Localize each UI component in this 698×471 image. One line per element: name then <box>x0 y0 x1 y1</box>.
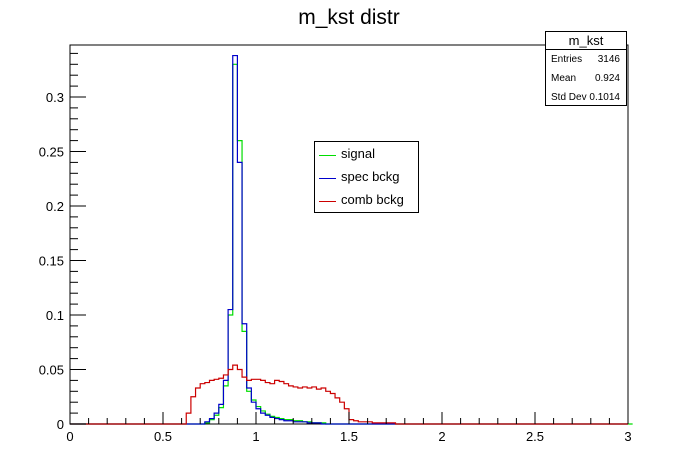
stats-row-mean: Mean 0.924 <box>546 69 626 88</box>
y-tick-label: 0.15 <box>39 254 64 269</box>
x-tick-label: 3 <box>624 429 631 444</box>
legend-label: comb bckg <box>341 192 404 207</box>
x-tick-label: 2 <box>438 429 445 444</box>
stats-label: Entries <box>551 54 583 65</box>
x-tick-label: 2.5 <box>526 429 544 444</box>
legend-entry-signal: signal <box>315 144 418 166</box>
y-tick-label: 0.25 <box>39 145 64 160</box>
y-tick-label: 0.05 <box>39 363 64 378</box>
x-tick-label: 1.5 <box>340 429 358 444</box>
y-tick-label: 0.3 <box>46 90 64 105</box>
stats-row-entries: Entries 3146 <box>546 50 626 69</box>
y-tick-label: 0.2 <box>46 199 64 214</box>
x-tick-label: 0 <box>66 429 73 444</box>
histogram-line-spec-bckg <box>70 54 628 425</box>
stats-label: Mean <box>551 73 577 84</box>
x-tick-label: 1 <box>252 429 259 444</box>
histogram-line-comb-bckg <box>70 364 628 425</box>
legend-entry-comb-bckg: comb bckg <box>315 190 418 212</box>
legend-swatch <box>319 178 336 179</box>
stats-row-stddev: Std Dev 0.1014 <box>546 88 626 107</box>
stats-value: 3146 <box>597 54 620 65</box>
stats-value: 0.1014 <box>589 92 620 103</box>
legend-swatch <box>319 201 336 202</box>
stats-box: m_kst Entries 3146 Mean 0.924 Std Dev 0.… <box>545 31 627 106</box>
chart-title: m_kst distr <box>298 6 400 29</box>
legend-label: spec bckg <box>341 169 400 184</box>
histogram-series-group <box>70 54 633 425</box>
legend: signal spec bckg comb bckg <box>314 141 419 213</box>
legend-entry-spec-bckg: spec bckg <box>315 167 418 189</box>
y-tick-label: 0 <box>57 417 64 432</box>
legend-swatch <box>319 155 336 156</box>
y-tick-label: 0.1 <box>46 308 64 323</box>
histogram-line-signal <box>70 63 633 425</box>
stats-value: 0.924 <box>594 73 620 84</box>
stats-box-name: m_kst <box>546 32 626 50</box>
axes-group: 0 0.5 1 1.5 2 2.5 3 0 0.05 0.1 0.15 0.2 0.25 0.3 <box>39 52 632 444</box>
legend-label: signal <box>341 146 375 161</box>
stats-label: Std Dev <box>551 92 587 103</box>
x-tick-label: 0.5 <box>154 429 172 444</box>
